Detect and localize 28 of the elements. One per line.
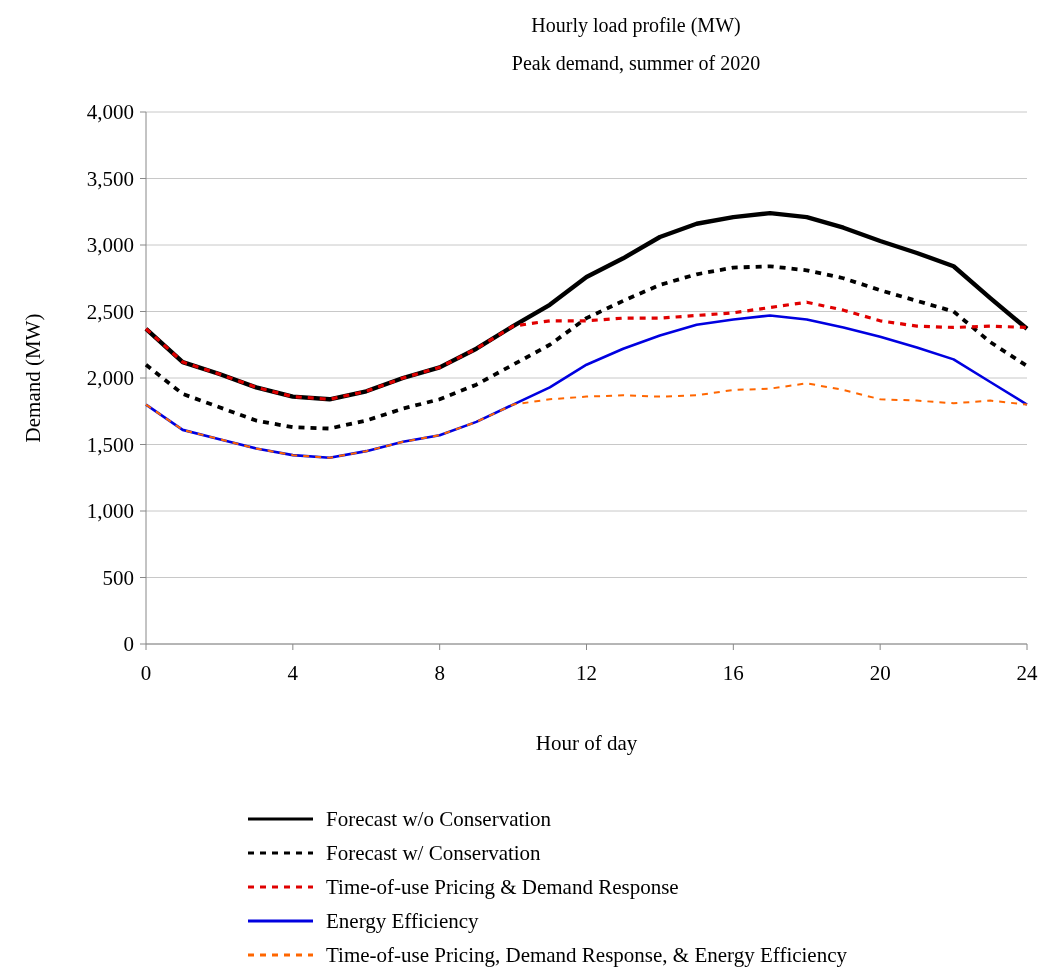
x-tick-label: 24 — [1016, 661, 1038, 685]
line-series — [144, 264, 1029, 431]
x-tick-label: 20 — [869, 661, 891, 685]
y-tick-label: 1,500 — [86, 432, 134, 457]
y-tick-label: 3,500 — [86, 166, 134, 191]
y-tick-label: 3,000 — [86, 233, 134, 258]
y-tick-label: 1,000 — [86, 499, 134, 524]
x-tick-label: 8 — [434, 661, 445, 685]
chart-subtitle: Peak demand, summer of 2020 — [511, 52, 761, 74]
legend-label: Forecast w/o Conservation — [326, 807, 552, 832]
legend-label: Time-of-use Pricing & Demand Response — [326, 875, 679, 900]
legend-label: Forecast w/ Conservation — [326, 841, 542, 866]
x-tick-label: 0 — [140, 661, 152, 685]
y-tick-label: 4,000 — [86, 100, 134, 125]
y-tick-label: 2,000 — [86, 366, 134, 391]
y-tick-label: 500 — [102, 565, 134, 590]
y-axis-title: Demand (MW) — [21, 313, 45, 443]
chart-title: Hourly load profile (MW) — [531, 14, 741, 37]
legend-label: Time-of-use Pricing, Demand Response, & Energy Efficiency — [326, 943, 848, 967]
line-series — [144, 300, 1029, 401]
y-tick-label: 2,500 — [86, 299, 134, 324]
x-tick-label: 12 — [576, 661, 597, 685]
line-series — [145, 382, 1028, 459]
legend-label: Energy Efficiency — [326, 909, 480, 934]
x-tick-label: 16 — [722, 661, 744, 685]
x-axis-title: Hour of day — [535, 731, 638, 755]
y-tick-label: 0 — [123, 632, 134, 657]
x-tick-label: 4 — [287, 661, 299, 685]
